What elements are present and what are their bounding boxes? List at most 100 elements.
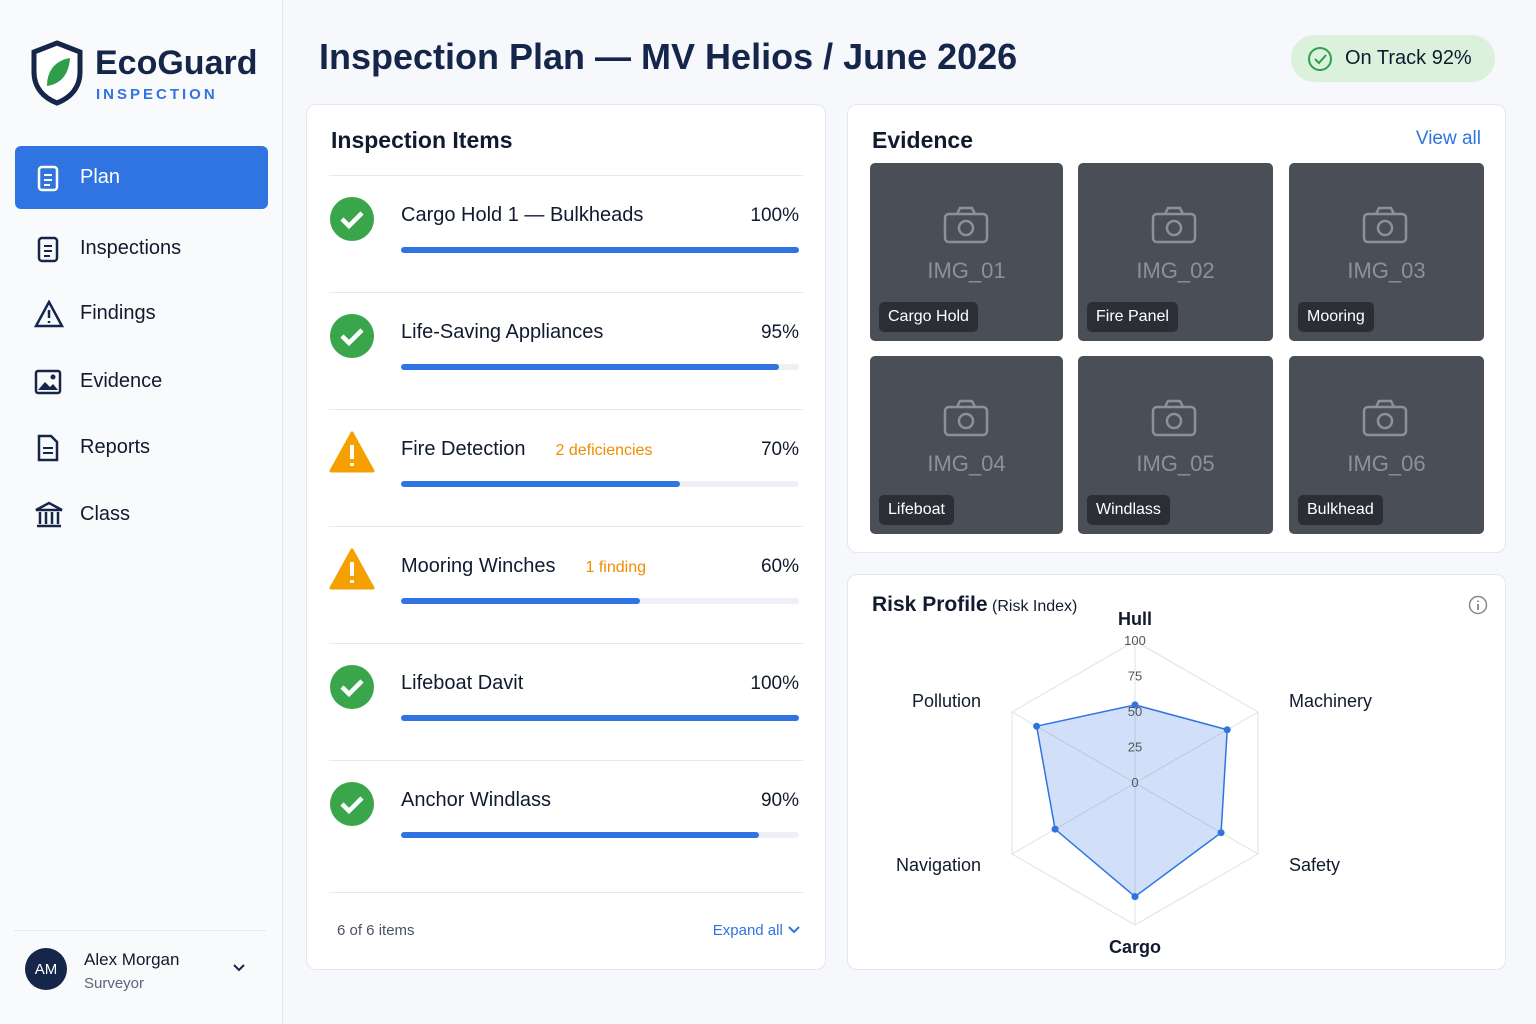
evidence-tile[interactable]: IMG_01 Cargo Hold xyxy=(870,163,1063,341)
camera-icon xyxy=(1151,399,1197,437)
logo xyxy=(31,40,83,106)
progress-track xyxy=(401,832,799,838)
tile-label: Mooring xyxy=(1298,302,1374,332)
progress-track xyxy=(401,715,799,721)
progress-track xyxy=(401,247,799,253)
item-percent: 90% xyxy=(760,790,799,811)
check-icon xyxy=(330,665,374,709)
item-name: Cargo Hold 1 — Bulkheads xyxy=(401,204,643,227)
progress-bar xyxy=(401,715,799,721)
user[interactable]: AM Alex Morgan Surveyor xyxy=(14,930,266,1024)
status-badge: On Track 92% xyxy=(1291,35,1495,82)
item-label: Life-Saving Appliances xyxy=(401,321,604,343)
axis-label: Hull xyxy=(1118,609,1152,629)
nav-item[interactable]: Plan xyxy=(15,146,268,209)
card-title: Inspection Items xyxy=(331,127,513,153)
status-text: On Track 92% xyxy=(1345,47,1472,69)
nav-label: Plan xyxy=(80,166,121,188)
progress-bar xyxy=(401,832,760,838)
nav-item[interactable]: Class xyxy=(15,483,268,546)
item-percent: 70% xyxy=(760,439,799,460)
axis-label: Pollution xyxy=(912,691,981,711)
evidence-tile[interactable]: IMG_03 Mooring xyxy=(1289,163,1484,341)
chart-title: Risk Profile xyxy=(872,593,988,616)
item-label: Mooring Winches xyxy=(401,555,556,577)
check-icon xyxy=(330,314,374,358)
axis-label: Safety xyxy=(1289,855,1340,875)
item-label: Fire Detection xyxy=(401,438,526,460)
brand: EcoGuard xyxy=(95,44,258,82)
expand-label: Expand all xyxy=(712,922,783,939)
evidence-tile[interactable]: IMG_06 Bulkhead xyxy=(1289,356,1484,534)
divider xyxy=(329,892,803,893)
item-name: Anchor Windlass xyxy=(401,789,551,812)
info-icon[interactable] xyxy=(1468,595,1488,615)
radar-point xyxy=(1051,825,1059,833)
r-tick-label: 100 xyxy=(1124,633,1146,648)
radar-point xyxy=(1033,722,1041,730)
item-count: 6 of 6 items xyxy=(337,922,415,939)
item-row: Anchor Windlass 90% xyxy=(329,760,803,877)
nav-label: Class xyxy=(80,503,131,525)
camera-icon xyxy=(1362,206,1408,244)
axis-label: Navigation xyxy=(896,855,981,875)
evidence-tile[interactable]: IMG_02 Fire Panel xyxy=(1078,163,1273,341)
radar-point xyxy=(1217,829,1225,837)
nav-label: Findings xyxy=(80,302,156,324)
tile-id: IMG_01 xyxy=(927,258,1006,283)
progress-track xyxy=(401,598,799,604)
tile-label: Lifeboat xyxy=(879,495,954,525)
progress-bar xyxy=(401,364,780,370)
items-card: Inspection Items 6 of 6 items Expand all… xyxy=(306,104,826,970)
tile-label: Fire Panel xyxy=(1087,302,1178,332)
evidence-card: Evidence View all IMG_01 Cargo Hold IMG_02… xyxy=(847,104,1506,553)
item-percent: 95% xyxy=(760,322,799,343)
item-note: 1 finding xyxy=(585,559,647,576)
spoke xyxy=(1011,782,1136,855)
risk-card: Risk Profile (Risk Index) 0 25 50 75 100 Hull… xyxy=(847,574,1506,970)
sidebar: EcoGuard INSPECTION Plan Inspections Fin… xyxy=(0,0,283,1024)
item-name: Life-Saving Appliances xyxy=(401,321,603,344)
progress-bar xyxy=(401,247,799,253)
radar-point xyxy=(1131,701,1139,709)
tile-id: IMG_06 xyxy=(1347,451,1426,476)
r-tick-label: 50 xyxy=(1128,704,1142,719)
tile-id: IMG_04 xyxy=(927,451,1006,476)
brand-sub: INSPECTION xyxy=(96,86,218,103)
camera-icon xyxy=(1362,399,1408,437)
nav-label: Evidence xyxy=(80,370,163,392)
nav-item[interactable]: Inspections xyxy=(15,217,268,280)
item-name: Fire Detection 2 deficiencies xyxy=(401,438,652,461)
tile-id: IMG_02 xyxy=(1136,258,1215,283)
tile-id: IMG_05 xyxy=(1136,451,1215,476)
avatar: AM xyxy=(25,948,67,990)
camera-icon xyxy=(1151,206,1197,244)
chevron xyxy=(233,964,245,972)
progress-bar xyxy=(401,481,680,487)
warning-icon xyxy=(329,548,375,590)
nav-item[interactable]: Findings xyxy=(15,282,268,345)
expand-all[interactable]: Expand all xyxy=(713,922,801,939)
spoke xyxy=(1134,782,1259,855)
user-name: Alex Morgan xyxy=(84,950,180,969)
check-icon xyxy=(330,197,374,241)
evidence-tile[interactable]: IMG_04 Lifeboat xyxy=(870,356,1063,534)
user-role: Surveyor xyxy=(84,975,145,992)
nav-item[interactable]: Reports xyxy=(15,416,268,479)
nav-item[interactable]: Evidence xyxy=(15,350,268,413)
radar-point xyxy=(1131,893,1139,901)
chevron xyxy=(788,926,800,934)
evidence-tile[interactable]: IMG_05 Windlass xyxy=(1078,356,1273,534)
radar-point xyxy=(1223,726,1231,734)
card-heading: Risk Profile (Risk Index) xyxy=(872,593,1077,617)
item-row: Fire Detection 2 deficiencies 70% xyxy=(329,409,803,526)
item-percent: 100% xyxy=(750,673,799,694)
camera-icon xyxy=(943,399,989,437)
progress-track xyxy=(401,364,799,370)
tile-id: IMG_03 xyxy=(1347,258,1426,283)
item-row: Life-Saving Appliances 95% xyxy=(329,292,803,409)
view-all[interactable]: View all xyxy=(1415,128,1481,149)
item-row: Cargo Hold 1 — Bulkheads 100% xyxy=(329,175,803,292)
item-row: Lifeboat Davit 100% xyxy=(329,643,803,760)
